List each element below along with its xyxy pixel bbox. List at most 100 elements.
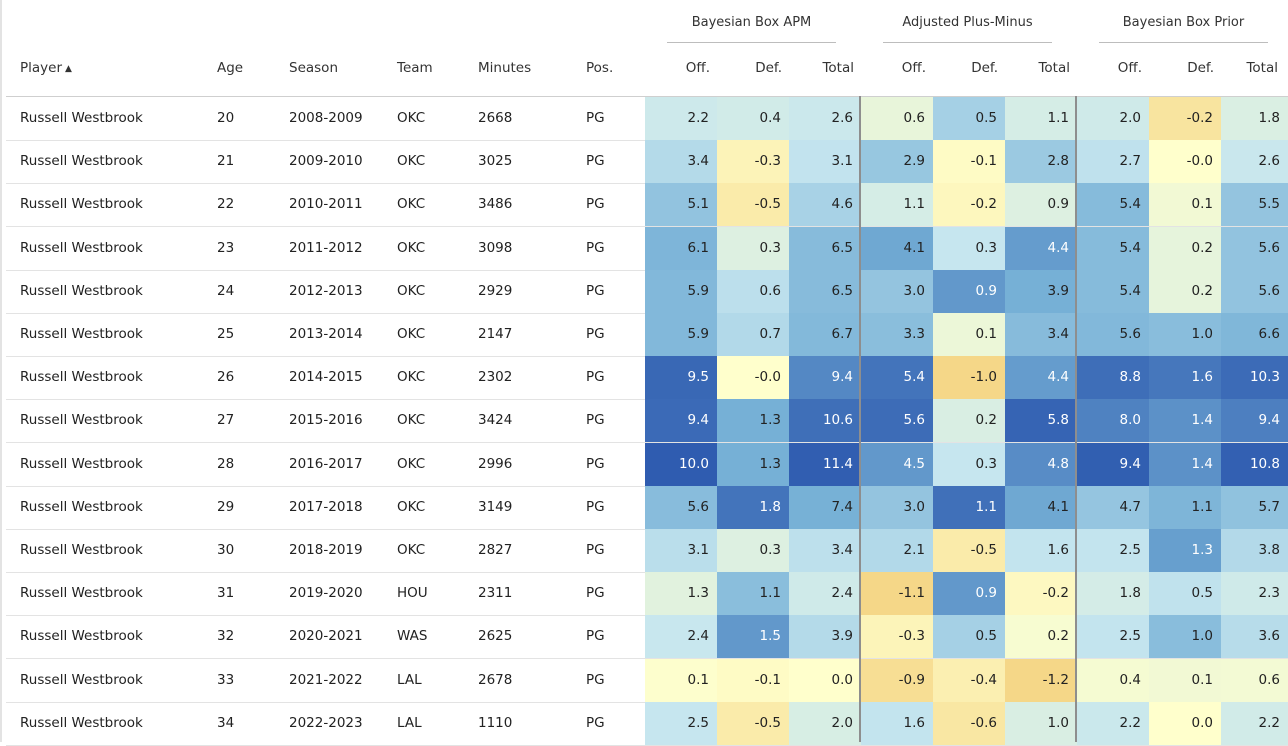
cell-prior-total: 5.7 — [1221, 485, 1288, 529]
cell-age: 21 — [217, 153, 235, 170]
cell-apm-total: 4.1 — [1005, 485, 1077, 529]
cell-bbapm-total: 2.4 — [789, 572, 861, 616]
cell-bbapm-off: 10.0 — [645, 442, 717, 486]
cell-bbapm-off: 5.1 — [645, 183, 717, 227]
cell-prior-off: 2.7 — [1077, 140, 1149, 184]
column-header-apm-total[interactable]: Total — [1038, 60, 1070, 76]
cell-prior-def: 1.0 — [1149, 615, 1221, 659]
cell-bbapm-off: 9.5 — [645, 356, 717, 400]
cell-prior-off: 5.4 — [1077, 183, 1149, 227]
cell-pos: PG — [586, 714, 605, 731]
column-header-apm-def[interactable]: Def. — [971, 60, 998, 76]
column-header-minutes[interactable]: Minutes — [478, 60, 532, 76]
cell-age: 29 — [217, 498, 235, 515]
cell-apm-off: 2.9 — [861, 140, 933, 184]
cell-apm-off: -1.1 — [861, 572, 933, 616]
cell-bbapm-def: 1.3 — [717, 442, 789, 486]
cell-pos: PG — [586, 671, 605, 688]
cell-bbapm-total: 0.0 — [789, 658, 861, 702]
cell-team: OKC — [397, 455, 426, 472]
cell-season: 2009-2010 — [289, 153, 363, 170]
cell-bbapm-total: 3.1 — [789, 140, 861, 184]
cell-apm-def: 0.1 — [933, 313, 1005, 356]
cell-prior-total: 3.6 — [1221, 615, 1288, 659]
cell-age: 26 — [217, 369, 235, 386]
table-row: Russell Westbrook 23 2011-2012 OKC 3098 PG 6.1… — [6, 226, 1288, 271]
cell-bbapm-total: 6.5 — [789, 269, 861, 313]
column-header-team[interactable]: Team — [397, 60, 433, 76]
cell-bbapm-off: 5.9 — [645, 313, 717, 356]
cell-apm-def: -0.2 — [933, 183, 1005, 227]
cell-prior-total: 5.6 — [1221, 226, 1288, 270]
cell-bbapm-off: 0.1 — [645, 658, 717, 702]
cell-bbapm-off: 2.5 — [645, 701, 717, 745]
cell-pos: PG — [586, 498, 605, 515]
cell-bbapm-total: 9.4 — [789, 356, 861, 400]
cell-minutes: 3025 — [478, 153, 513, 170]
cell-minutes: 2147 — [478, 326, 513, 342]
table-row: Russell Westbrook 29 2017-2018 OKC 3149 PG 5.6… — [6, 485, 1288, 530]
cell-prior-off: 8.8 — [1077, 356, 1149, 400]
cell-apm-total: 2.8 — [1005, 140, 1077, 184]
column-header-age[interactable]: Age — [217, 60, 244, 76]
cell-apm-total: 3.9 — [1005, 269, 1077, 313]
column-header-bbapm-def[interactable]: Def. — [755, 60, 782, 76]
column-header-season[interactable]: Season — [289, 60, 338, 76]
cell-prior-total: 2.3 — [1221, 572, 1288, 616]
cell-apm-off: 0.6 — [861, 97, 933, 140]
column-header-bbapm-off[interactable]: Off. — [685, 60, 710, 76]
cell-apm-def: -0.6 — [933, 701, 1005, 745]
cell-apm-off: 3.0 — [861, 485, 933, 529]
column-header-prior-total[interactable]: Total — [1246, 60, 1278, 76]
cell-team: WAS — [397, 628, 428, 645]
cell-age: 28 — [217, 455, 235, 472]
cell-prior-off: 5.6 — [1077, 313, 1149, 356]
cell-bbapm-off: 3.1 — [645, 529, 717, 572]
cell-season: 2018-2019 — [289, 542, 363, 558]
table-row: Russell Westbrook 24 2012-2013 OKC 2929 PG 5.9… — [6, 269, 1288, 314]
table-row: Russell Westbrook 32 2020-2021 WAS 2625 PG 2.4… — [6, 615, 1288, 660]
cell-player: Russell Westbrook — [20, 369, 143, 386]
column-header-apm-off[interactable]: Off. — [901, 60, 926, 76]
cell-prior-total: 6.6 — [1221, 313, 1288, 356]
column-header-bbapm-total[interactable]: Total — [822, 60, 854, 76]
cell-bbapm-def: 0.4 — [717, 97, 789, 140]
cell-player: Russell Westbrook — [20, 282, 143, 299]
cell-pos: PG — [586, 239, 605, 256]
cell-bbapm-total: 4.6 — [789, 183, 861, 227]
table-row: Russell Westbrook 26 2014-2015 OKC 2302 PG 9.5… — [6, 356, 1288, 401]
column-header-pos[interactable]: Pos. — [586, 60, 614, 76]
cell-prior-def: 1.0 — [1149, 313, 1221, 356]
cell-player: Russell Westbrook — [20, 542, 143, 558]
cell-team: HOU — [397, 585, 428, 602]
cell-team: OKC — [397, 498, 426, 515]
column-header-prior-off[interactable]: Off. — [1117, 60, 1142, 76]
cell-minutes: 2929 — [478, 282, 513, 299]
cell-prior-def: 1.4 — [1149, 399, 1221, 443]
header-divider — [6, 96, 1288, 97]
cell-season: 2015-2016 — [289, 412, 363, 429]
cell-bbapm-def: 1.8 — [717, 485, 789, 529]
cell-apm-off: 1.1 — [861, 183, 933, 227]
cell-prior-off: 5.4 — [1077, 226, 1149, 270]
cell-apm-off: 4.5 — [861, 442, 933, 486]
cell-apm-total: -0.2 — [1005, 572, 1077, 616]
cell-player: Russell Westbrook — [20, 498, 143, 515]
cell-team: OKC — [397, 110, 426, 126]
cell-bbapm-off: 5.6 — [645, 485, 717, 529]
cell-player: Russell Westbrook — [20, 239, 143, 256]
cell-prior-off: 2.5 — [1077, 529, 1149, 572]
cell-team: OKC — [397, 326, 426, 342]
cell-pos: PG — [586, 282, 605, 299]
cell-season: 2019-2020 — [289, 585, 363, 602]
group-separator — [859, 96, 861, 742]
cell-bbapm-total: 3.4 — [789, 529, 861, 572]
cell-bbapm-def: -0.3 — [717, 140, 789, 184]
cell-bbapm-total: 6.7 — [789, 313, 861, 356]
cell-season: 2011-2012 — [289, 239, 363, 256]
column-header-player[interactable]: Player ▲ — [20, 58, 72, 78]
table-row: Russell Westbrook 34 2022-2023 LAL 1110 PG 2.5… — [6, 701, 1288, 746]
cell-apm-def: -0.4 — [933, 658, 1005, 702]
column-header-prior-def[interactable]: Def. — [1187, 60, 1214, 76]
cell-prior-def: 0.2 — [1149, 269, 1221, 313]
